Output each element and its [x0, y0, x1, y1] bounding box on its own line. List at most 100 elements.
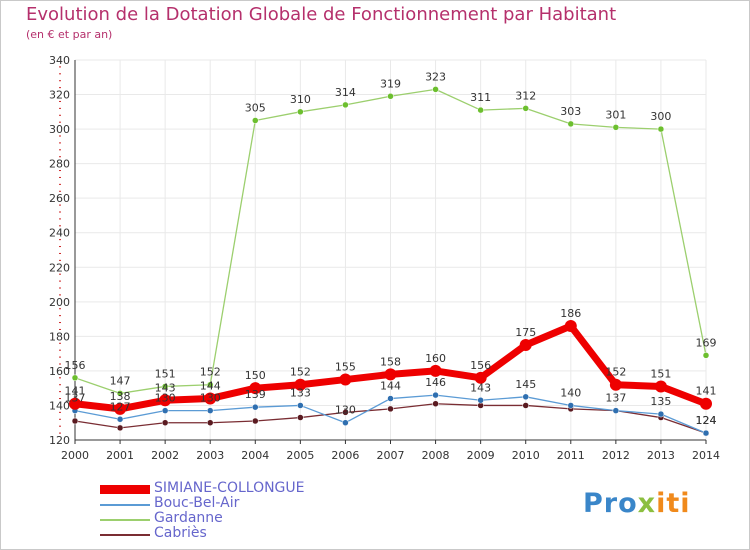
data-point — [342, 419, 349, 426]
data-point — [429, 364, 442, 377]
data-label: 144 — [200, 380, 221, 393]
data-label: 152 — [290, 366, 311, 379]
x-tick-label: 2002 — [151, 449, 179, 462]
data-point — [384, 368, 397, 381]
data-point — [519, 339, 532, 351]
y-tick-label: 120 — [49, 434, 70, 447]
chart-subtitle: (en € et par an) — [26, 28, 113, 41]
x-tick-label: 2009 — [467, 449, 495, 462]
y-tick-label: 300 — [49, 123, 70, 136]
data-label: 305 — [245, 101, 266, 114]
data-label: 310 — [290, 93, 311, 106]
x-tick-label: 2007 — [377, 449, 405, 462]
data-label: 139 — [245, 388, 266, 401]
data-point — [432, 400, 439, 407]
y-tick-label: 260 — [49, 192, 70, 205]
legend-swatch-bouc-bel-air — [100, 504, 150, 506]
data-label: 312 — [515, 89, 536, 102]
data-point — [387, 405, 394, 413]
x-tick-label: 2012 — [602, 449, 630, 462]
data-label: 143 — [155, 381, 176, 394]
data-point — [252, 417, 259, 425]
legend-swatch-cabries — [100, 534, 150, 536]
data-point — [204, 392, 217, 405]
data-point — [612, 124, 620, 131]
x-tick-label: 2006 — [331, 449, 359, 462]
data-point — [702, 429, 710, 437]
data-label: 303 — [560, 105, 581, 118]
data-point — [206, 419, 214, 426]
data-label: 140 — [560, 386, 581, 399]
data-point — [432, 391, 439, 399]
data-point — [657, 410, 665, 418]
data-point — [69, 397, 81, 410]
data-point — [339, 373, 352, 386]
data-label: 155 — [335, 361, 356, 374]
data-label: 300 — [650, 110, 671, 123]
data-point — [657, 125, 665, 133]
data-point — [116, 416, 124, 423]
data-point — [116, 390, 124, 397]
data-label: 130 — [335, 404, 356, 417]
data-point — [252, 117, 259, 124]
data-label: 145 — [515, 378, 536, 391]
y-tick-label: 180 — [49, 330, 70, 343]
data-label: 130 — [200, 392, 221, 405]
data-point — [71, 417, 79, 425]
data-point — [432, 86, 439, 93]
data-label: 144 — [380, 380, 401, 393]
data-point — [252, 403, 259, 411]
legend-label-gardanne: Gardanne — [154, 510, 223, 526]
data-point — [71, 374, 79, 382]
data-label: 130 — [155, 392, 176, 405]
y-tick-label: 280 — [49, 158, 70, 171]
data-point — [116, 424, 124, 432]
data-point — [297, 108, 304, 116]
data-label: 146 — [425, 376, 446, 389]
data-label: 151 — [155, 367, 176, 380]
data-point — [206, 381, 214, 388]
data-point — [342, 101, 349, 109]
data-point — [297, 402, 304, 409]
y-tick-label: 340 — [49, 54, 70, 67]
data-label: 175 — [515, 326, 536, 339]
x-tick-label: 2011 — [557, 449, 585, 462]
data-label: 301 — [605, 108, 626, 121]
x-tick-label: 2003 — [196, 449, 224, 462]
data-label: 141 — [65, 385, 86, 398]
x-tick-label: 2014 — [692, 449, 720, 462]
data-label: 169 — [696, 336, 717, 349]
data-label: 143 — [470, 381, 491, 394]
chart-title: Evolution de la Dotation Globale de Fonc… — [26, 4, 617, 25]
x-tick-label: 2005 — [286, 449, 314, 462]
data-label: 156 — [65, 359, 86, 372]
data-label: 147 — [110, 374, 131, 387]
data-label: 319 — [380, 77, 401, 90]
legend-swatch-simiane — [100, 485, 150, 494]
data-label: 323 — [425, 70, 446, 83]
y-tick-label: 220 — [49, 261, 70, 274]
data-label: 133 — [290, 386, 311, 399]
data-point — [564, 320, 577, 332]
data-label: 124 — [696, 414, 717, 427]
x-tick-label: 2004 — [241, 449, 269, 462]
y-tick-label: 320 — [49, 89, 70, 102]
data-point — [522, 105, 529, 112]
data-point — [249, 382, 262, 395]
data-point — [612, 407, 620, 414]
data-point — [702, 352, 710, 359]
data-point — [567, 120, 575, 128]
data-label: 156 — [470, 359, 491, 372]
data-label: 150 — [245, 369, 266, 382]
data-label: 127 — [110, 400, 131, 413]
y-tick-label: 160 — [49, 365, 70, 378]
data-point — [477, 397, 484, 404]
data-point — [522, 402, 529, 409]
data-label: 160 — [425, 352, 446, 365]
x-tick-label: 2010 — [512, 449, 540, 462]
data-point — [700, 397, 712, 410]
data-point — [477, 106, 484, 114]
legend-label-simiane: SIMIANE-COLLONGUE — [154, 480, 305, 496]
data-point — [387, 395, 394, 402]
